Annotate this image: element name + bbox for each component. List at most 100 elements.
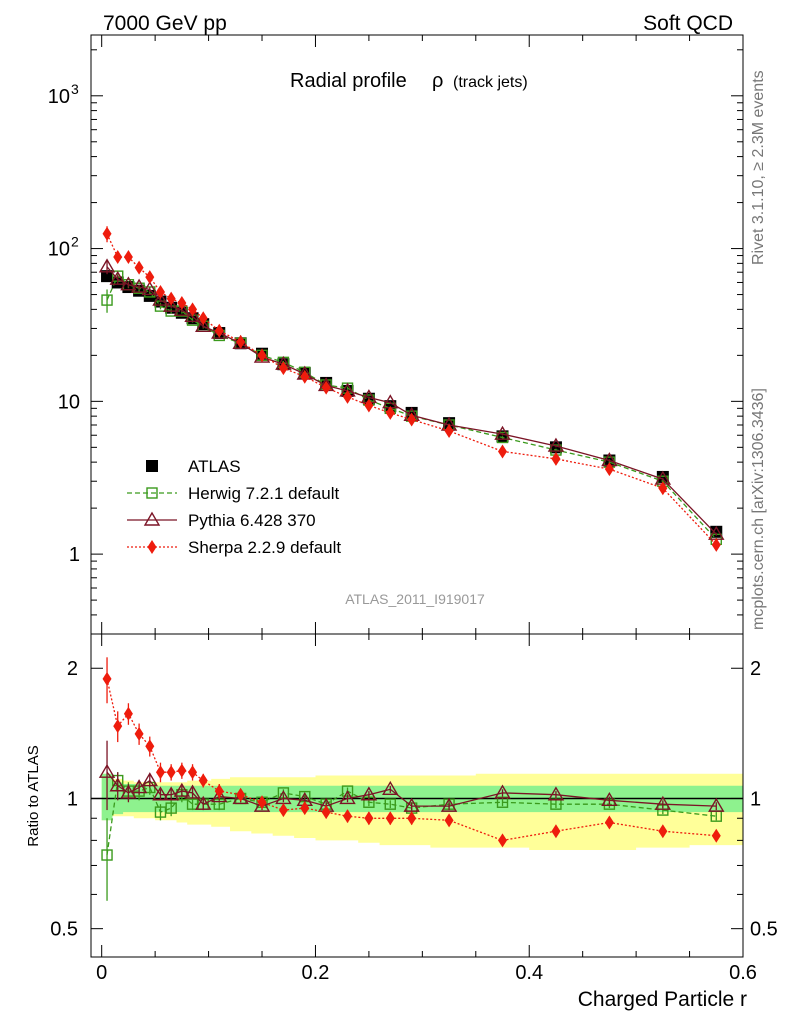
ratio-y-tick-label-right: 1 [750,788,761,810]
ratio-data-point [494,784,511,799]
data-point [321,380,331,395]
data-point [278,361,288,376]
main-y-tick-label: 10 [58,391,80,413]
data-point [123,250,133,265]
ratio-data-point [152,786,169,801]
ratio-data-point [300,801,310,816]
data-point [496,431,509,444]
data-point [498,444,508,459]
main-y-tick-label: 1 [69,544,80,566]
ratio-data-point [109,777,126,792]
ratio-data-point [382,780,399,795]
data-point [130,278,148,293]
legend-label: Pythia 6.428 370 [188,511,316,530]
ratio-data-point [601,791,618,807]
ratio-y-tick-label-right: 0.5 [750,919,778,941]
ratio-data-point [173,782,191,797]
ratio-data-point [498,833,508,848]
ratio-series-line [106,779,717,856]
data-point [551,451,561,466]
ratio-data-point [184,784,201,799]
plot-title-sub: (track jets) [453,74,528,91]
ratio-data-point [711,828,721,843]
legend-label: Herwig 7.2.1 default [188,484,339,503]
data-point [494,425,511,440]
ratio-data-point [385,811,395,826]
data-point [177,296,187,311]
data-point [604,462,614,477]
ratio-data-point [162,786,180,801]
ratio-data-point [253,797,271,812]
ratio-data-point [551,824,561,839]
legend-label: Sherpa 2.2.9 default [188,538,341,557]
ratio-frame [90,633,744,958]
data-point [101,294,113,306]
ratio-data-point [444,813,454,828]
data-point [444,423,454,438]
ratio-data-point [364,811,374,826]
data-point [145,270,155,285]
ratio-data-point [198,773,208,788]
ratio-y-tick-label: 1 [67,788,78,810]
ratio-data-point [211,788,228,803]
data-point [195,317,212,332]
ratio-data-point [257,795,267,810]
ratio-data-point [547,786,565,801]
x-tick-label: 0 [96,962,107,984]
data-point [113,250,123,265]
ratio-y-axis-label: Ratio to ATLAS [25,745,42,846]
x-tick-label: 0.6 [729,962,757,984]
ratio-data-point [604,815,614,830]
legend: ATLAS Herwig 7.2.1 default Pythia 6.428 37… [127,457,341,557]
data-point [98,258,116,273]
ratio-data-point [155,765,165,780]
data-point [134,260,144,275]
ratio-data-point [98,763,116,778]
series-line [106,266,717,535]
legend-entry: Sherpa 2.2.9 default [127,538,341,557]
data-point [173,301,191,316]
data-point [184,307,201,323]
ratio-data-point [130,779,148,794]
ratio-data-point [658,824,668,839]
data-point [188,302,198,317]
ratio-data-point [708,797,725,812]
data-point [109,270,126,285]
main-y-tick-label: 10 [48,239,70,261]
data-point [152,291,169,306]
data-point [162,297,180,312]
header-energy-label: 7000 GeV pp [103,12,227,35]
main-y-tick-exponent: 3 [71,81,79,97]
legend-entry: Pythia 6.428 370 [127,511,316,530]
ratio-data-point [177,763,187,778]
x-axis-label: Charged Particle r [578,988,747,1011]
x-tick-label: 0.2 [302,962,330,984]
ratio-data-point [101,849,113,861]
ratio-data-point [339,790,356,805]
legend-marker [146,487,158,499]
ratio-plot-area: 0.5 0.5 1 1 2 2 0 0.2 0.4 0.6 [50,633,778,984]
header-process-label: Soft QCD [643,12,733,35]
legend-marker [146,460,158,472]
ratio-data-point [440,797,458,812]
data-point [658,481,668,496]
ratio-y-tick-label: 2 [67,658,78,680]
data-point [198,311,208,326]
ratio-data-point [195,795,212,810]
data-point [214,323,224,338]
data-point [236,334,246,349]
data-point [407,412,417,427]
data-point [101,270,114,283]
ratio-data-point [166,765,176,780]
ratio-series-line [106,678,717,842]
ratio-data-point [113,719,123,734]
plot-title-main: Radial profile [290,70,407,92]
ratio-data-point [232,790,249,805]
legend-marker [143,511,161,526]
legend-entry: ATLAS [146,457,241,476]
ratio-data-point [321,805,331,820]
plot-title-symbol: ρ [432,70,443,92]
analysis-tag: ATLAS_2011_I919017 [345,591,485,607]
ratio-y-tick-label-right: 2 [750,658,761,680]
